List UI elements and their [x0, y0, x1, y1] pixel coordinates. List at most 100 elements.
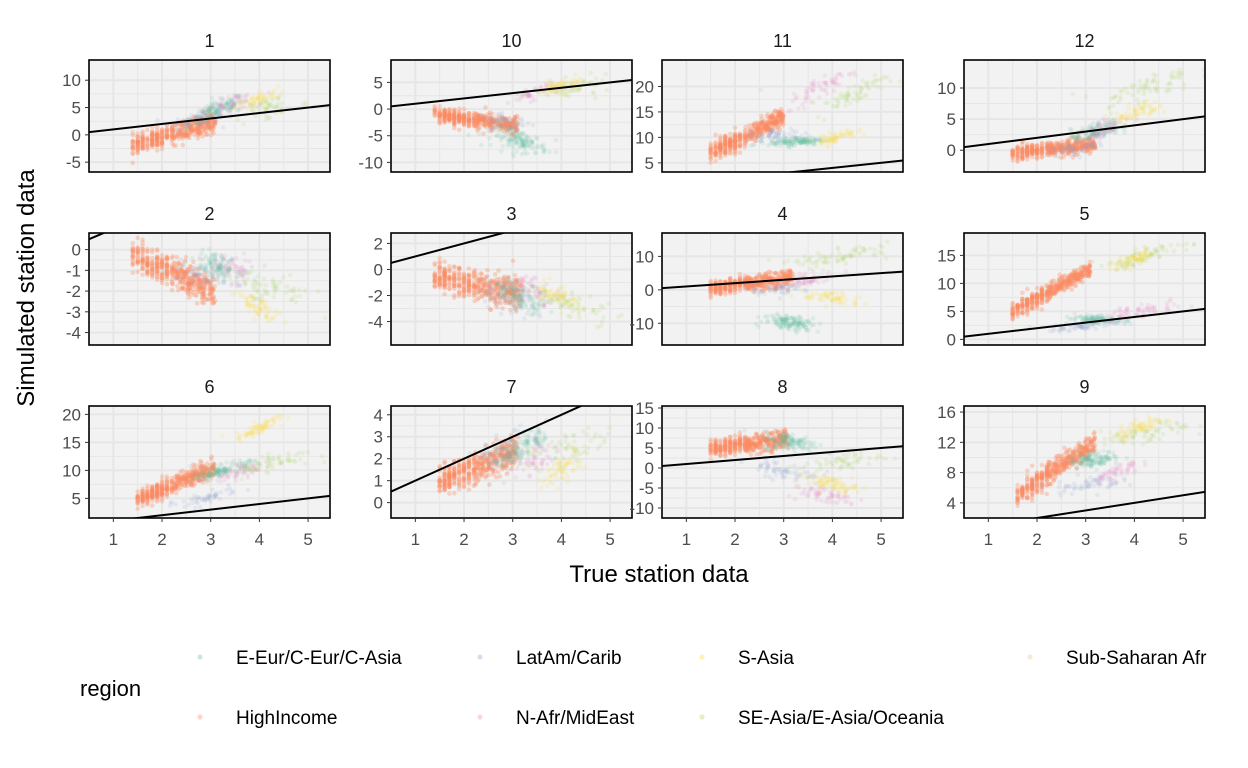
data-point: [140, 240, 145, 245]
data-point: [708, 155, 713, 161]
data-point: [1151, 77, 1157, 83]
data-point: [751, 281, 757, 287]
data-point: [532, 305, 537, 311]
data-point: [190, 127, 196, 133]
data-point: [287, 288, 293, 294]
data-point: [1080, 144, 1086, 149]
data-point: [206, 108, 212, 113]
data-point: [1046, 148, 1051, 154]
data-point: [765, 120, 771, 125]
data-point: [207, 286, 212, 292]
data-point: [289, 296, 295, 302]
data-point: [227, 259, 232, 264]
data-point: [203, 262, 209, 268]
data-point: [199, 291, 205, 297]
data-point: [461, 119, 467, 125]
data-point: [796, 136, 802, 142]
data-point: [800, 102, 805, 107]
data-point: [1077, 139, 1082, 145]
data-point: [544, 298, 550, 304]
data-point: [771, 142, 777, 148]
data-point: [171, 136, 177, 142]
data-point: [164, 127, 170, 132]
data-point: [135, 258, 140, 264]
data-point: [1130, 85, 1136, 91]
data-point: [227, 267, 232, 273]
data-point: [456, 113, 462, 119]
data-point: [208, 279, 214, 285]
data-point: [1067, 147, 1073, 152]
data-point: [764, 122, 769, 127]
data-point: [1080, 126, 1085, 131]
data-point: [498, 290, 504, 296]
data-point: [456, 271, 462, 277]
data-point: [593, 310, 599, 316]
data-point: [810, 81, 815, 87]
data-point: [442, 267, 447, 273]
data-point: [748, 143, 753, 149]
data-point: [196, 114, 202, 119]
data-point: [1082, 139, 1088, 145]
data-point: [526, 143, 531, 148]
data-point: [817, 138, 823, 144]
data-point: [746, 132, 751, 138]
data-point: [1034, 152, 1040, 158]
data-point: [217, 103, 222, 109]
data-point: [827, 137, 832, 142]
data-point: [442, 270, 447, 275]
data-point: [723, 150, 728, 155]
data-point: [234, 283, 240, 289]
data-point: [769, 140, 775, 146]
data-point: [466, 266, 472, 271]
data-point: [1064, 145, 1070, 150]
data-point: [1079, 136, 1085, 141]
data-point: [835, 100, 841, 106]
data-point: [544, 294, 550, 299]
data-point: [220, 101, 225, 106]
data-point: [572, 306, 578, 312]
data-point: [502, 296, 508, 301]
data-point: [567, 303, 572, 309]
data-point: [1132, 107, 1138, 113]
data-point: [811, 81, 816, 87]
data-point: [206, 281, 211, 287]
data-point: [1069, 144, 1075, 150]
data-point: [456, 120, 462, 125]
data-point: [456, 114, 462, 120]
data-point: [135, 134, 140, 140]
panel-background: [662, 60, 903, 172]
data-point: [472, 116, 477, 121]
data-point: [140, 246, 145, 252]
data-point: [224, 102, 229, 107]
data-point: [1084, 147, 1089, 153]
data-point: [207, 113, 213, 118]
data-point: [1050, 146, 1056, 152]
data-point: [520, 139, 525, 144]
data-point: [507, 124, 512, 130]
data-point: [771, 120, 777, 126]
data-point: [222, 106, 228, 111]
data-point: [488, 286, 493, 292]
data-point: [243, 296, 248, 302]
data-point: [188, 126, 193, 131]
data-point: [150, 132, 155, 138]
data-point: [154, 261, 160, 267]
data-point: [533, 307, 539, 313]
data-point: [575, 79, 581, 85]
data-point: [456, 117, 462, 123]
data-point: [504, 120, 509, 125]
data-point: [1025, 150, 1030, 155]
data-point: [500, 278, 506, 284]
data-point: [780, 269, 785, 275]
data-point: [145, 147, 150, 152]
data-point: [520, 143, 526, 148]
data-point: [1060, 142, 1066, 148]
data-point: [456, 277, 462, 283]
data-point: [519, 288, 525, 293]
data-point: [547, 89, 552, 95]
data-point: [283, 320, 289, 325]
data-point: [442, 272, 447, 278]
data-point: [1095, 122, 1100, 127]
data-point: [484, 116, 490, 122]
data-point: [437, 107, 443, 112]
